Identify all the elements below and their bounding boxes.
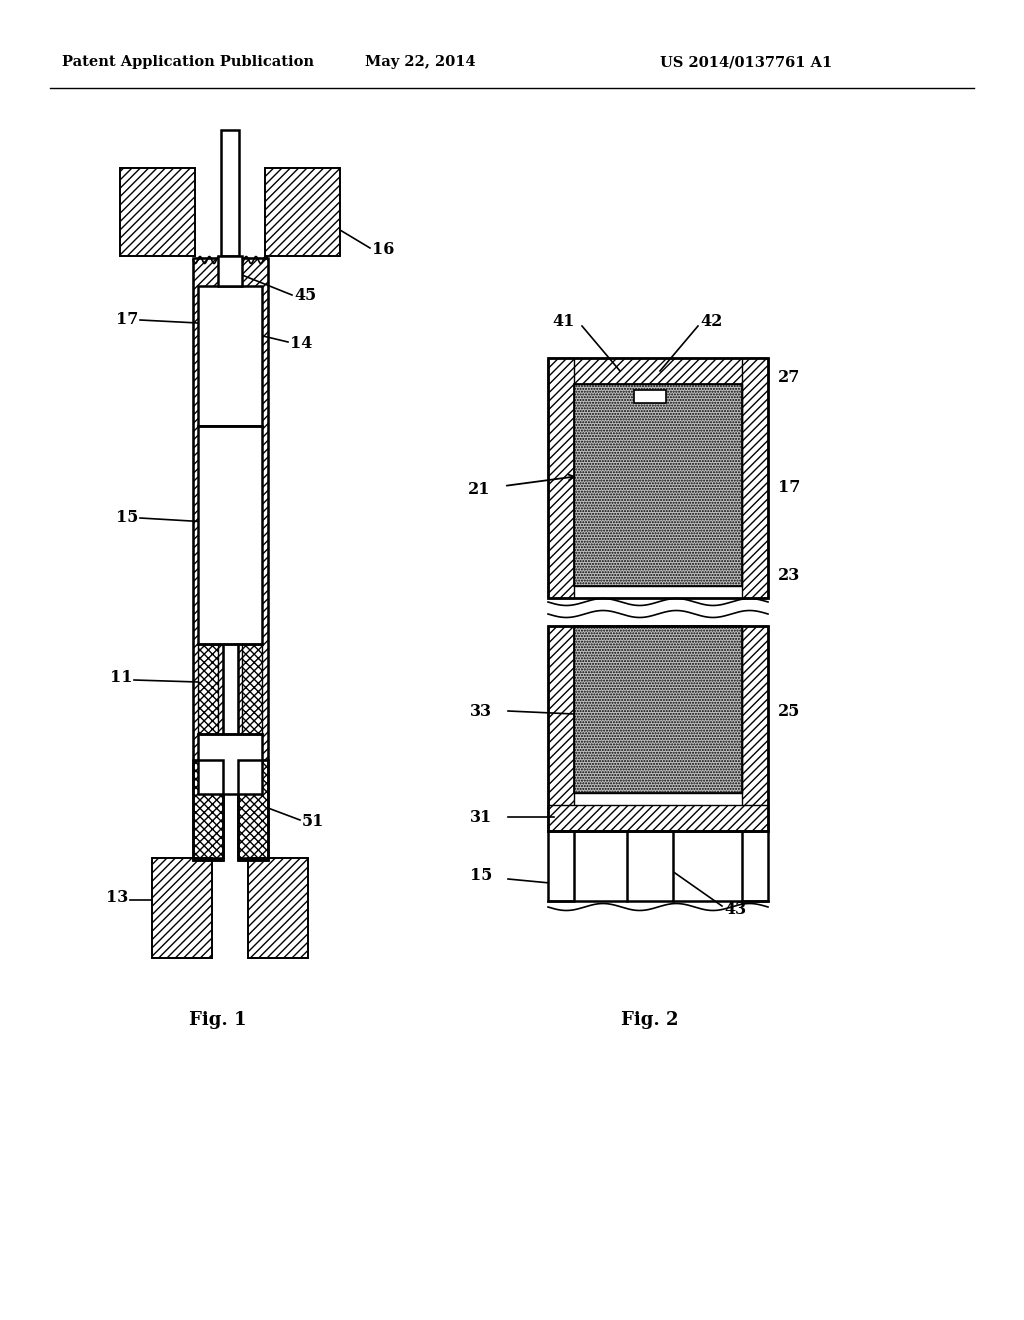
Bar [742, 832, 768, 902]
Bar [238, 760, 268, 861]
Text: 23: 23 [778, 568, 800, 585]
Bar [548, 626, 574, 832]
Bar [193, 257, 223, 858]
Bar [221, 129, 239, 256]
Bar [548, 358, 574, 598]
Text: 42: 42 [700, 314, 722, 330]
Text: 25: 25 [778, 702, 801, 719]
Text: Fig. 1: Fig. 1 [189, 1011, 247, 1030]
Bar [242, 644, 262, 734]
Bar [634, 389, 666, 403]
Bar [248, 858, 308, 958]
Text: 45: 45 [294, 288, 316, 305]
Bar [627, 832, 673, 902]
Text: 17: 17 [116, 312, 138, 329]
Bar [238, 257, 268, 858]
Text: 15: 15 [470, 867, 492, 884]
Text: 43: 43 [724, 900, 746, 917]
Text: 17: 17 [778, 479, 801, 496]
Text: Patent Application Publication: Patent Application Publication [62, 55, 314, 69]
Bar [574, 626, 742, 793]
Text: 21: 21 [468, 482, 490, 499]
Text: 16: 16 [372, 242, 394, 259]
Text: 15: 15 [116, 510, 138, 527]
Bar [742, 626, 768, 832]
Bar [193, 760, 223, 861]
Bar [548, 805, 768, 832]
Bar [548, 358, 768, 384]
Bar [198, 644, 218, 734]
Bar [198, 734, 262, 795]
Text: 14: 14 [290, 335, 312, 352]
Text: US 2014/0137761 A1: US 2014/0137761 A1 [660, 55, 833, 69]
Bar [193, 760, 223, 861]
Text: 31: 31 [470, 808, 492, 825]
Bar [265, 168, 340, 256]
Bar [574, 626, 742, 793]
Text: 13: 13 [105, 890, 128, 907]
Bar [238, 760, 268, 861]
Bar [218, 256, 242, 286]
Text: 41: 41 [553, 314, 575, 330]
Bar [198, 426, 262, 644]
Bar [574, 384, 742, 586]
Bar [548, 832, 574, 902]
Text: 51: 51 [302, 813, 325, 830]
Text: 33: 33 [470, 702, 492, 719]
Text: May 22, 2014: May 22, 2014 [365, 55, 475, 69]
Bar [574, 384, 742, 586]
Text: 11: 11 [110, 669, 132, 686]
Bar [548, 358, 768, 598]
Bar [198, 286, 262, 426]
Bar [152, 858, 212, 958]
Bar [548, 626, 768, 832]
Bar [193, 257, 223, 858]
Bar [120, 168, 195, 256]
Bar [238, 257, 268, 858]
Text: 27: 27 [778, 370, 801, 387]
Bar [742, 358, 768, 598]
Text: Fig. 2: Fig. 2 [622, 1011, 679, 1030]
